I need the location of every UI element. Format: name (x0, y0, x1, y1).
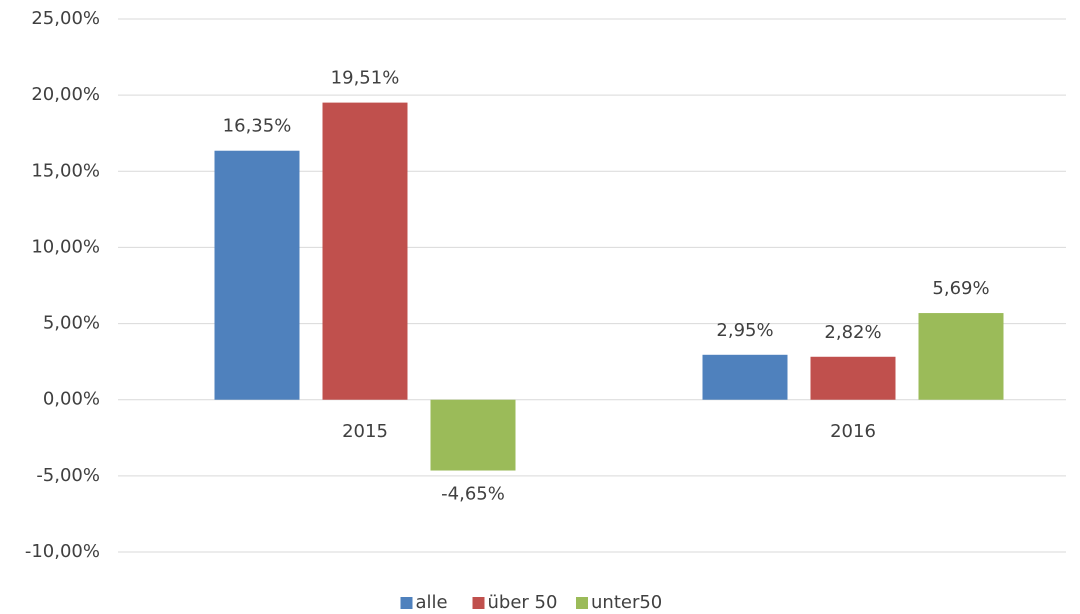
y-tick-label: 5,00% (43, 313, 100, 334)
legend-label: unter50 (591, 592, 662, 613)
x-tick-label: 2016 (830, 421, 876, 442)
data-label: 19,51% (331, 68, 400, 89)
y-tick-label: 10,00% (31, 236, 100, 257)
x-tick-label: 2015 (342, 421, 388, 442)
data-label: 2,82% (824, 322, 881, 343)
bar (810, 356, 896, 400)
data-label: 16,35% (223, 116, 292, 137)
y-tick-label: 0,00% (43, 389, 100, 410)
data-label: 2,95% (716, 320, 773, 341)
bar (322, 102, 408, 400)
data-label: 5,69% (932, 278, 989, 299)
y-tick-label: -10,00% (25, 541, 100, 562)
legend-label: über 50 (488, 592, 558, 613)
legend-swatch (576, 597, 588, 609)
legend-swatch (472, 597, 485, 609)
legend-swatch (400, 597, 413, 609)
bar (702, 354, 788, 400)
bar (214, 150, 300, 400)
y-tick-label: 15,00% (31, 160, 100, 181)
data-label: -4,65% (441, 484, 505, 505)
y-tick-label: 20,00% (31, 84, 100, 105)
y-tick-label: 25,00% (31, 8, 100, 29)
legend-label: alle (416, 592, 448, 613)
y-tick-label: -5,00% (36, 465, 100, 486)
bar (430, 399, 516, 471)
bar (918, 313, 1004, 400)
